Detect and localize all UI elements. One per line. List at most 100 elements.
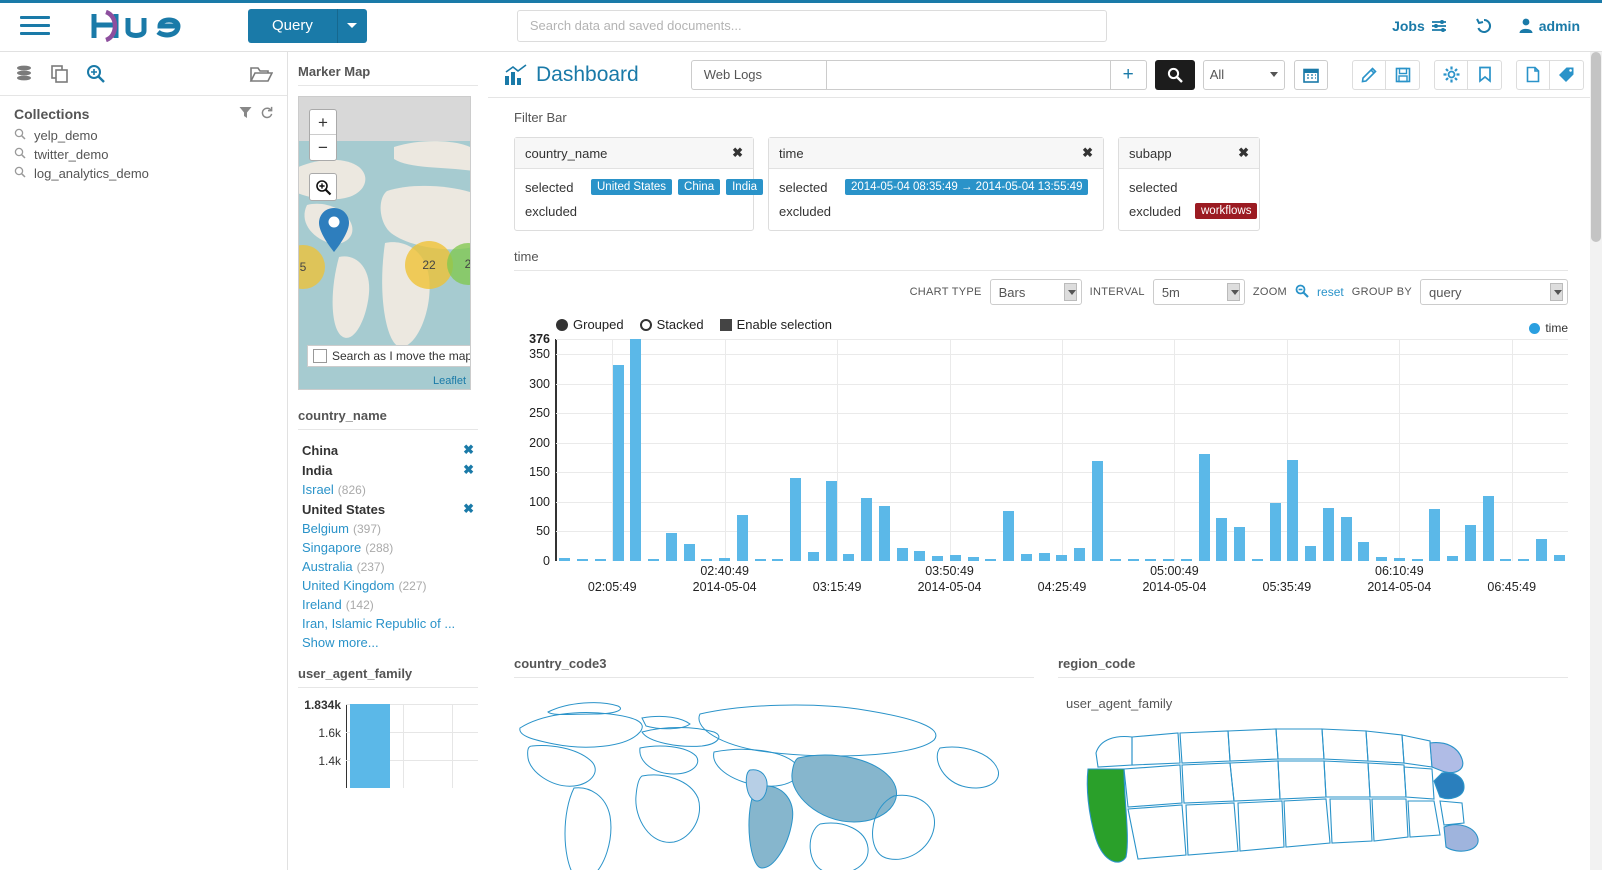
query-button-group[interactable]: Query — [248, 8, 367, 43]
filter-excluded-pill[interactable]: workflows — [1195, 203, 1258, 219]
collection-item-yelp-demo[interactable]: yelp_demo — [0, 126, 287, 145]
map-cluster-22[interactable]: 22 — [405, 241, 453, 289]
map-cluster-2[interactable]: 2 — [447, 243, 470, 285]
chart-bar[interactable] — [1553, 555, 1565, 561]
funnel-icon[interactable] — [239, 106, 252, 122]
facet-item-belgium[interactable]: Belgium (397) — [298, 519, 478, 538]
chart-bar[interactable] — [1464, 524, 1476, 561]
region-code-map[interactable]: user_agent_family — [1058, 688, 1568, 870]
group-by-select[interactable]: query — [1420, 279, 1568, 305]
chart-bar[interactable] — [1092, 461, 1103, 561]
chart-bar[interactable] — [1305, 546, 1317, 561]
settings-icon[interactable] — [1434, 59, 1468, 90]
chart-bar[interactable] — [985, 559, 997, 561]
option-grouped[interactable]: Grouped — [556, 317, 624, 332]
chart-bar[interactable] — [612, 364, 624, 561]
chart-bar[interactable] — [1482, 496, 1494, 561]
facet-item-iran[interactable]: Iran, Islamic Republic of ... — [298, 614, 478, 633]
close-icon[interactable]: ✖ — [1082, 145, 1093, 160]
marker-map[interactable]: + − 5 22 2 Search as I move the map Leaf… — [298, 96, 471, 390]
chart-bar[interactable] — [577, 559, 589, 561]
page-scrollbar-thumb[interactable] — [1591, 52, 1601, 242]
chart-bar[interactable] — [896, 548, 908, 561]
chart-bar[interactable] — [1251, 559, 1263, 561]
hamburger-menu-icon[interactable] — [20, 11, 50, 40]
mini-bar[interactable] — [350, 704, 390, 788]
hue-logo[interactable] — [90, 9, 208, 42]
global-search-input[interactable] — [516, 9, 1107, 42]
chart-bar[interactable] — [630, 339, 642, 561]
search-as-i-move-control[interactable]: Search as I move the map — [307, 345, 470, 367]
chart-plot-area[interactable]: 0 50 100 150 200 250 300 350 376 — [529, 332, 1568, 568]
collection-item-log-analytics-demo[interactable]: log_analytics_demo — [0, 164, 287, 183]
map-zoom-control[interactable]: + − — [309, 109, 337, 161]
chart-bar[interactable] — [790, 478, 802, 561]
new-document-icon[interactable] — [1516, 59, 1550, 90]
chart-bar[interactable] — [1038, 552, 1050, 561]
folder-open-icon[interactable] — [249, 64, 273, 84]
save-icon[interactable] — [1386, 59, 1420, 90]
facet-item-united-kingdom[interactable]: United Kingdom (227) — [298, 576, 478, 595]
chart-bar[interactable] — [1518, 559, 1530, 561]
collection-item-twitter-demo[interactable]: twitter_demo — [0, 145, 287, 164]
chart-bar[interactable] — [1234, 526, 1246, 561]
facet-item-united-states[interactable]: United States ✖ — [298, 499, 478, 519]
chart-bar[interactable] — [1163, 559, 1175, 561]
chart-bar[interactable] — [1287, 460, 1299, 561]
chart-bar[interactable] — [843, 553, 855, 561]
chart-bar[interactable] — [967, 557, 979, 561]
chart-bar[interactable] — [1074, 548, 1086, 561]
chart-bar[interactable] — [1411, 558, 1423, 561]
facet-remove-icon[interactable]: ✖ — [463, 462, 474, 477]
calendar-button[interactable] — [1293, 59, 1328, 90]
chart-bar[interactable] — [1340, 516, 1352, 561]
database-icon[interactable] — [14, 64, 34, 84]
chart-legend[interactable]: time — [1529, 321, 1568, 335]
chart-bar[interactable] — [648, 559, 660, 561]
chart-bar[interactable] — [825, 480, 837, 561]
user-menu[interactable]: admin — [1519, 18, 1580, 34]
refresh-icon[interactable] — [260, 106, 273, 122]
page-scrollbar-track[interactable] — [1590, 52, 1602, 870]
tag-icon[interactable] — [1550, 59, 1584, 90]
map-zoom-out-button[interactable]: − — [318, 138, 328, 157]
zoom-area-icon[interactable] — [309, 173, 337, 201]
chart-bar[interactable] — [914, 550, 926, 561]
chart-bar[interactable] — [736, 514, 748, 561]
jobs-link[interactable]: Jobs — [1392, 18, 1449, 34]
chart-bar[interactable] — [1269, 503, 1281, 561]
facet-item-israel[interactable]: Israel (826) — [298, 480, 478, 499]
chart-bar[interactable] — [1393, 558, 1405, 561]
chart-bar[interactable] — [683, 544, 695, 561]
chart-bar[interactable] — [807, 551, 819, 561]
query-dropdown-caret[interactable] — [336, 8, 367, 43]
chart-bar[interactable] — [949, 554, 961, 561]
chart-bar[interactable] — [1535, 539, 1547, 561]
facet-item-china[interactable]: China ✖ — [298, 440, 478, 460]
facet-item-india[interactable]: India ✖ — [298, 460, 478, 480]
chart-bar[interactable] — [1429, 509, 1441, 561]
query-button[interactable]: Query — [248, 8, 337, 43]
collection-name-label[interactable]: Web Logs — [690, 59, 826, 90]
close-icon[interactable]: ✖ — [1238, 145, 1249, 160]
chart-bar[interactable] — [594, 558, 606, 561]
chart-bar[interactable] — [1180, 559, 1192, 561]
interval-select[interactable]: 5m — [1152, 279, 1245, 305]
close-icon[interactable]: ✖ — [732, 145, 743, 160]
scope-select[interactable]: All — [1202, 59, 1285, 90]
chart-bar[interactable] — [1216, 517, 1228, 561]
chart-bar[interactable] — [719, 558, 731, 561]
facet-item-singapore[interactable]: Singapore (288) — [298, 538, 478, 557]
search-as-i-move-checkbox[interactable] — [313, 349, 327, 363]
chart-bar[interactable] — [1500, 559, 1512, 561]
chart-bar[interactable] — [665, 533, 677, 561]
chart-bar[interactable] — [861, 498, 873, 561]
filter-value-pill[interactable]: India — [726, 179, 764, 195]
facet-item-australia[interactable]: Australia (237) — [298, 557, 478, 576]
zoom-out-icon[interactable] — [1295, 284, 1309, 301]
chart-type-select[interactable]: Bars — [989, 279, 1082, 305]
chart-bar[interactable] — [1020, 553, 1032, 561]
documents-icon[interactable] — [50, 64, 70, 84]
chart-bar[interactable] — [1109, 558, 1121, 561]
chart-bar[interactable] — [1145, 559, 1157, 561]
